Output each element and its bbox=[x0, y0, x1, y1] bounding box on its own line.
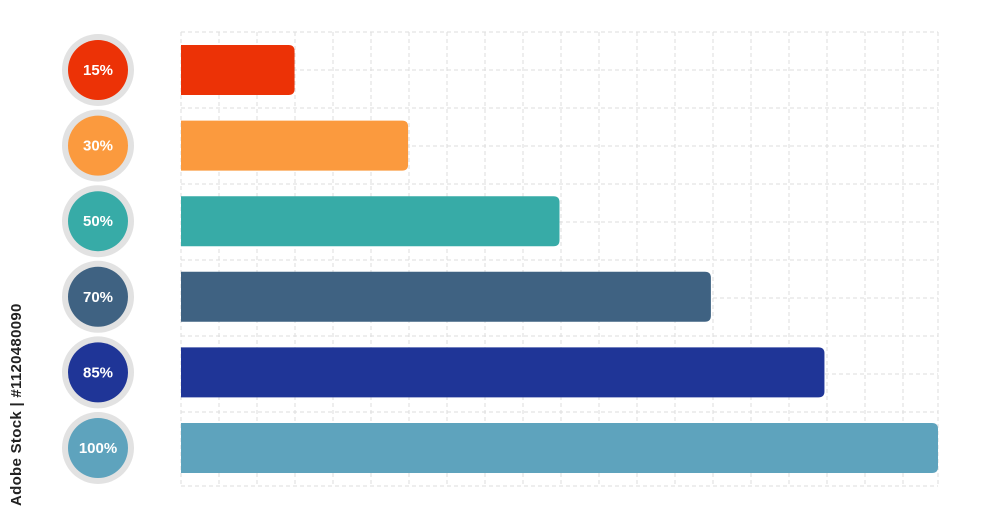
chart-value-badges: 15% 30% 50% 70% 85% 100% bbox=[62, 34, 134, 484]
bar-15 bbox=[181, 45, 295, 95]
data-label: 30% bbox=[83, 138, 113, 155]
chart-grid bbox=[180, 31, 939, 487]
badge-circle bbox=[68, 418, 128, 478]
chart-bars bbox=[181, 45, 938, 473]
data-label: 15% bbox=[83, 62, 113, 79]
badge-circle bbox=[68, 40, 128, 100]
data-label: 50% bbox=[83, 213, 113, 230]
badge-circle bbox=[68, 266, 128, 327]
bar-50 bbox=[181, 196, 560, 247]
bar-30 bbox=[181, 120, 409, 171]
data-label: 100% bbox=[79, 440, 117, 457]
bar-70 bbox=[181, 271, 711, 322]
badge-circle bbox=[68, 191, 128, 252]
badge-circle bbox=[68, 342, 128, 403]
watermark-text: Adobe Stock | #1120480090 bbox=[8, 303, 25, 506]
badge-circle bbox=[68, 115, 128, 176]
data-label: 70% bbox=[83, 289, 113, 306]
bar-100 bbox=[181, 423, 938, 473]
bar-85 bbox=[181, 347, 825, 398]
data-label: 85% bbox=[83, 364, 113, 381]
